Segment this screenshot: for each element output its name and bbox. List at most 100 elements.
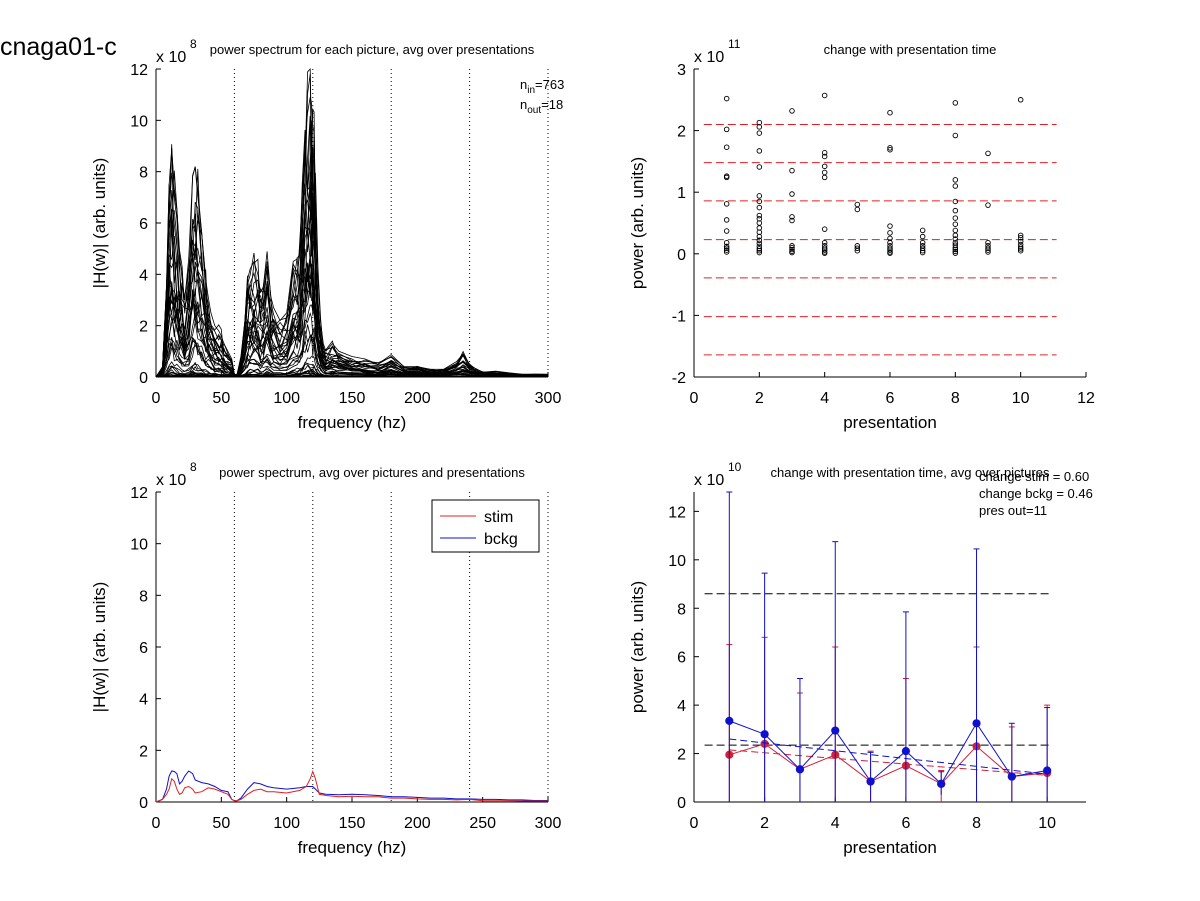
x-tick-label: 0 [690, 815, 699, 832]
data-point [789, 249, 795, 256]
data-point [887, 223, 893, 229]
x-tick-label: 0 [152, 815, 161, 832]
chart-p4: 0 2 4 6 8 10 0 2 4 6 8 10 12 x 10 10 change with presen… [628, 460, 1093, 857]
y-tick-label: 0 [139, 370, 148, 387]
x-tick-label: 2 [755, 390, 764, 407]
data-point [756, 247, 763, 254]
data-point [821, 150, 828, 156]
y-exponent-base: x 10 [156, 472, 186, 489]
x-tick-label: 6 [886, 390, 895, 407]
data-point [723, 174, 730, 181]
x-tick-label: 0 [690, 390, 699, 407]
data-point [789, 217, 795, 224]
x-axis-label: presentation [843, 413, 937, 432]
data-point [756, 249, 763, 256]
series-line-bckg [729, 720, 1048, 785]
data-point [985, 247, 991, 253]
legend-label-stim: stim [484, 509, 513, 526]
stat-annotation: change stim = 0.60 [979, 469, 1089, 484]
data-point [756, 233, 763, 240]
x-tick-label: 12 [1077, 390, 1095, 407]
y-tick-label: -1 [672, 308, 686, 325]
y-tick-label: 2 [677, 124, 686, 141]
data-point [756, 164, 763, 170]
x-tick-label: 300 [535, 815, 562, 832]
data-point [887, 250, 893, 256]
marker-bckg [972, 719, 981, 728]
y-tick-label: 12 [130, 485, 148, 502]
y-axis-label: power (arb. units) [628, 157, 647, 289]
data-point [789, 108, 795, 114]
spectrum-curve [155, 333, 549, 378]
y-tick-label: 8 [139, 588, 148, 605]
data-point [723, 239, 730, 246]
data-point [723, 95, 730, 102]
spectrum-curve [155, 240, 549, 378]
y-tick-label: 2 [139, 743, 148, 760]
spectrum-curve [155, 263, 549, 378]
data-point [1017, 235, 1024, 241]
data-point [887, 146, 893, 153]
y-tick-label: 6 [139, 640, 148, 657]
y-tick-label: 10 [668, 553, 686, 570]
data-point [1017, 247, 1024, 254]
y-tick-label: 4 [677, 698, 686, 715]
x-tick-label: 50 [212, 815, 230, 832]
data-point [952, 100, 959, 106]
fit-line-bckg [729, 738, 1048, 775]
marker-bckg [760, 730, 769, 739]
data-point [789, 214, 795, 220]
data-point [919, 239, 926, 246]
data-point [756, 237, 763, 243]
chart-title: power spectrum for each picture, avg ove… [210, 42, 535, 57]
data-point [1017, 238, 1024, 245]
y-exponent-power: 11 [728, 37, 741, 51]
x-tick-label: 8 [972, 815, 981, 832]
series-line-stim [729, 743, 1048, 785]
data-point [723, 243, 730, 250]
data-point [723, 144, 730, 150]
y-tick-label: 8 [677, 601, 686, 618]
y-tick-label: -2 [672, 370, 686, 387]
series-line-stim [155, 770, 548, 803]
data-point [919, 249, 926, 256]
x-tick-label: 250 [469, 390, 496, 407]
data-point [821, 169, 828, 176]
marker-bckg [1007, 772, 1016, 781]
data-point [821, 153, 828, 160]
data-point [723, 245, 730, 252]
data-point [1017, 97, 1024, 103]
y-tick-label: 2 [677, 747, 686, 764]
marker-bckg [831, 726, 840, 735]
chart-title: change with presentation time [824, 42, 997, 57]
data-point [887, 109, 893, 116]
y-tick-label: 3 [677, 62, 686, 79]
marker-bckg [795, 765, 805, 774]
data-point [919, 227, 926, 234]
data-point [821, 174, 828, 181]
data-point [756, 212, 763, 219]
spectrum-curve [155, 243, 549, 378]
x-tick-label: 100 [273, 815, 300, 832]
y-exponent-base: x 10 [694, 472, 724, 489]
data-point [756, 124, 763, 130]
data-point [756, 240, 763, 247]
series-line-bckg [155, 770, 548, 803]
count-annotation: nin=763 [520, 77, 564, 96]
x-axis-label: frequency (hz) [298, 838, 407, 857]
x-tick-label: 200 [404, 815, 431, 832]
data-point [952, 246, 959, 253]
y-axis-label: |H(w)| (arb. units) [90, 158, 109, 289]
data-point [919, 247, 926, 254]
data-point [952, 198, 959, 205]
data-point [854, 201, 861, 208]
x-tick-label: 100 [273, 390, 300, 407]
data-point [952, 221, 959, 227]
y-exponent-power: 8 [190, 37, 197, 51]
spectrum-curve [155, 285, 549, 378]
y-exponent-power: 10 [728, 460, 742, 474]
y-tick-label: 6 [139, 216, 148, 233]
y-tick-label: 10 [130, 113, 148, 130]
data-point [887, 239, 893, 246]
x-tick-label: 150 [339, 815, 366, 832]
